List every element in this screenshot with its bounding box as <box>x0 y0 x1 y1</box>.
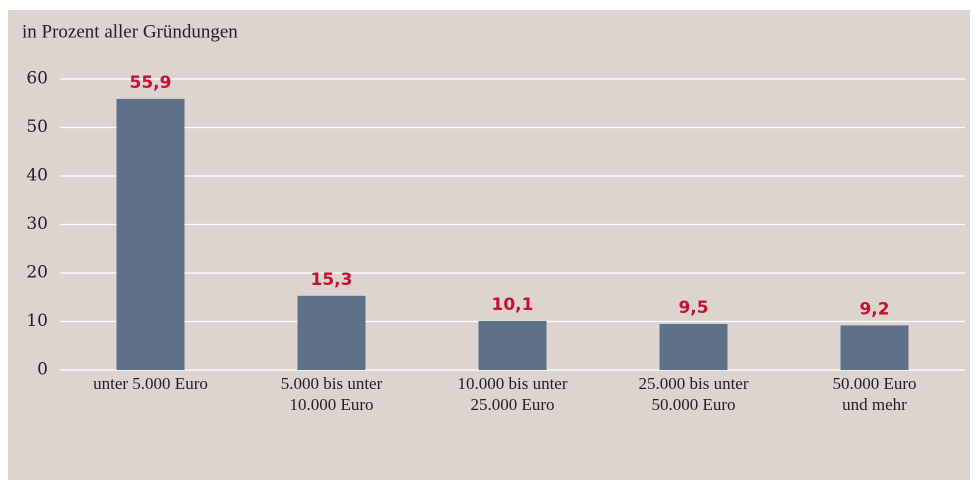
value-label: 15,3 <box>311 270 353 290</box>
chart-title: in Prozent aller Gründungen <box>22 21 238 42</box>
bar <box>297 295 366 370</box>
x-tick-label: 25.000 bis unter 50.000 Euro <box>638 374 748 414</box>
y-tick-label: 20 <box>26 263 48 283</box>
value-label: 55,9 <box>130 73 172 93</box>
x-tick-label: 10.000 bis unter 25.000 Euro <box>457 374 567 414</box>
bar <box>478 321 547 370</box>
x-tick-label: 5.000 bis unter 10.000 Euro <box>281 374 383 414</box>
x-tick-label: unter 5.000 Euro <box>93 374 208 393</box>
bar <box>659 323 728 370</box>
y-tick-label: 60 <box>26 69 48 89</box>
y-tick-label: 30 <box>26 214 48 234</box>
value-label: 10,1 <box>492 295 534 315</box>
bar <box>116 98 185 370</box>
x-tick-label: 50.000 Euro und mehr <box>832 374 916 414</box>
value-label: 9,2 <box>859 299 889 319</box>
y-tick-label: 0 <box>37 360 48 380</box>
bar <box>840 325 909 370</box>
y-tick-label: 40 <box>26 166 48 186</box>
value-label: 9,5 <box>678 298 708 318</box>
y-tick-label: 10 <box>26 311 48 331</box>
y-tick-label: 50 <box>26 117 48 137</box>
